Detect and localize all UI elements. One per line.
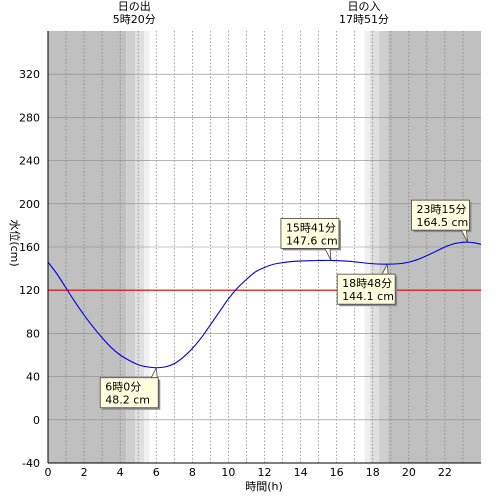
annotation-value: 164.5 cm	[416, 216, 468, 229]
x-tick-label: 0	[45, 466, 52, 479]
y-tick-labels: -40 0 40 80 120 160 200 240 280 320	[19, 68, 40, 470]
x-tick-label: 12	[258, 466, 272, 479]
annotation-value: 147.6 cm	[286, 234, 338, 247]
annotation-time: 15時41分	[286, 221, 336, 234]
y-tick-label: 0	[33, 414, 40, 427]
x-tick-label: 2	[81, 466, 88, 479]
y-tick-label: 240	[19, 155, 40, 168]
annotation-time: 23時15分	[416, 203, 466, 216]
y-tick-label: 80	[26, 327, 40, 340]
sunrise-time-label: 5時20分	[113, 13, 156, 26]
x-axis-label: 時間(h)	[245, 480, 283, 493]
x-tick-label: 20	[402, 466, 416, 479]
annotation-box	[280, 217, 340, 249]
sun-labels: 日の出 5時20分 日の入 17時51分	[113, 0, 389, 26]
annotation-time: 6時0分	[105, 381, 141, 394]
y-tick-label: 40	[26, 371, 40, 384]
y-tick-label: 160	[19, 241, 40, 254]
x-tick-label: 18	[366, 466, 380, 479]
x-tick-label: 6	[153, 466, 160, 479]
sunrise-label: 日の出	[118, 0, 151, 13]
annotation-time: 18時48分	[342, 277, 392, 290]
annotation-box	[336, 273, 396, 305]
annotation-value: 48.2 cm	[105, 394, 150, 407]
y-tick-label: -40	[22, 457, 40, 470]
y-axis-label: 水位(cm)	[8, 219, 22, 266]
series-group	[47, 241, 482, 369]
x-tick-label: 8	[189, 466, 196, 479]
x-tick-labels: 0 2 4 6 8 10 12 14 16 18 20 22	[45, 466, 452, 479]
x-tick-label: 14	[294, 466, 308, 479]
y-tick-label: 120	[19, 284, 40, 297]
grid-lines	[48, 31, 481, 463]
y-tick-label: 280	[19, 111, 40, 124]
y-tick-label: 200	[19, 198, 40, 211]
annotation-value: 144.1 cm	[342, 290, 394, 303]
axes-frame	[47, 31, 481, 464]
sunset-label: 日の入	[348, 0, 381, 13]
axis-labels: 時間(h) 水位(cm)	[8, 219, 283, 493]
y-tick-label: 320	[19, 68, 40, 81]
tide-series-line	[47, 241, 482, 369]
x-tick-label: 10	[221, 466, 235, 479]
annotation-box	[411, 199, 470, 231]
sunset-time-label: 17時51分	[339, 13, 389, 26]
x-tick-label: 22	[438, 466, 452, 479]
x-tick-label: 16	[330, 466, 344, 479]
x-tick-label: 4	[117, 466, 124, 479]
annotation-box	[99, 377, 159, 409]
